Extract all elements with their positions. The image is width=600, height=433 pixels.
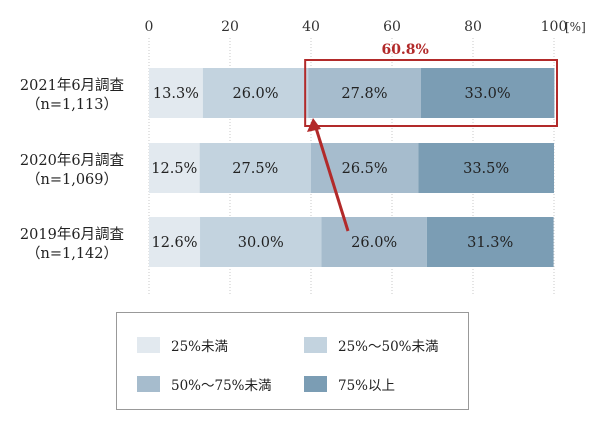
data-label-1-0: 12.5%	[151, 161, 197, 177]
annotation-label: 60.8%	[381, 42, 428, 58]
legend-item-lt25: 25%未満	[137, 335, 228, 355]
category-label-1-line1: 2020年6月調査	[20, 152, 124, 169]
bar-segment-2-3	[426, 217, 554, 267]
data-label-0-3: 33.0%	[465, 86, 511, 102]
x-unit-label: [%]	[565, 20, 586, 34]
legend-item-25to50: 25%～50%未満	[304, 335, 439, 355]
bar-segment-1-1	[199, 143, 311, 193]
x-tick-label-100: 100	[541, 19, 568, 35]
data-label-0-1: 26.0%	[232, 86, 278, 102]
legend-label-lt25: 25%未満	[171, 339, 229, 355]
bar-segment-0-1	[202, 68, 309, 118]
bar-segment-1-0	[149, 143, 200, 193]
highlight-box	[304, 59, 559, 127]
legend-swatch-50to75	[137, 376, 160, 392]
category-label-2-line1: 2019年6月調査	[20, 226, 124, 243]
data-label-2-3: 31.3%	[467, 235, 513, 251]
data-label-0-2: 27.8%	[341, 86, 387, 102]
legend-label-50to75: 50%～75%未満	[171, 378, 272, 394]
bar-segment-2-2	[321, 217, 427, 267]
data-label-1-3: 33.5%	[463, 161, 509, 177]
bar-segment-1-3	[418, 143, 554, 193]
bar-segment-0-0	[149, 68, 203, 118]
x-tick-label-20: 20	[221, 19, 239, 35]
data-label-2-1: 30.0%	[238, 235, 284, 251]
x-tick-label-0: 0	[145, 19, 154, 35]
data-label-0-0: 13.3%	[153, 86, 199, 102]
category-label-0-line1: 2021年6月調査	[20, 77, 124, 94]
data-label-1-2: 26.5%	[342, 161, 388, 177]
category-label-2-line2: （n=1,142）	[26, 245, 118, 262]
bar-segment-0-2	[308, 68, 421, 118]
data-label-1-1: 27.5%	[232, 161, 278, 177]
bar-segment-2-0	[149, 217, 201, 267]
data-label-2-0: 12.6%	[151, 235, 197, 251]
legend-item-50to75: 50%～75%未満	[137, 374, 272, 394]
legend-swatch-lt25	[137, 337, 160, 353]
category-label-1-line2: （n=1,069）	[26, 171, 118, 188]
legend-swatch-ge75	[304, 376, 327, 392]
x-tick-label-40: 40	[302, 19, 320, 35]
legend-swatch-25to50	[304, 337, 327, 353]
legend-label-ge75: 75%以上	[338, 378, 396, 394]
annotation-arrow-head	[307, 118, 321, 132]
x-tick-label-80: 80	[464, 19, 482, 35]
bar-segment-0-3	[420, 68, 555, 118]
legend-item-ge75: 75%以上	[304, 374, 395, 394]
data-label-2-2: 26.0%	[351, 235, 397, 251]
x-tick-label-60: 60	[383, 19, 401, 35]
category-label-0-line2: （n=1,113）	[26, 96, 118, 113]
legend-label-25to50: 25%～50%未満	[338, 339, 439, 355]
bar-segment-2-1	[200, 217, 322, 267]
annotation-arrow-line	[314, 127, 350, 232]
legend: 25%未満 25%～50%未満 50%～75%未満 75%以上	[116, 312, 469, 410]
